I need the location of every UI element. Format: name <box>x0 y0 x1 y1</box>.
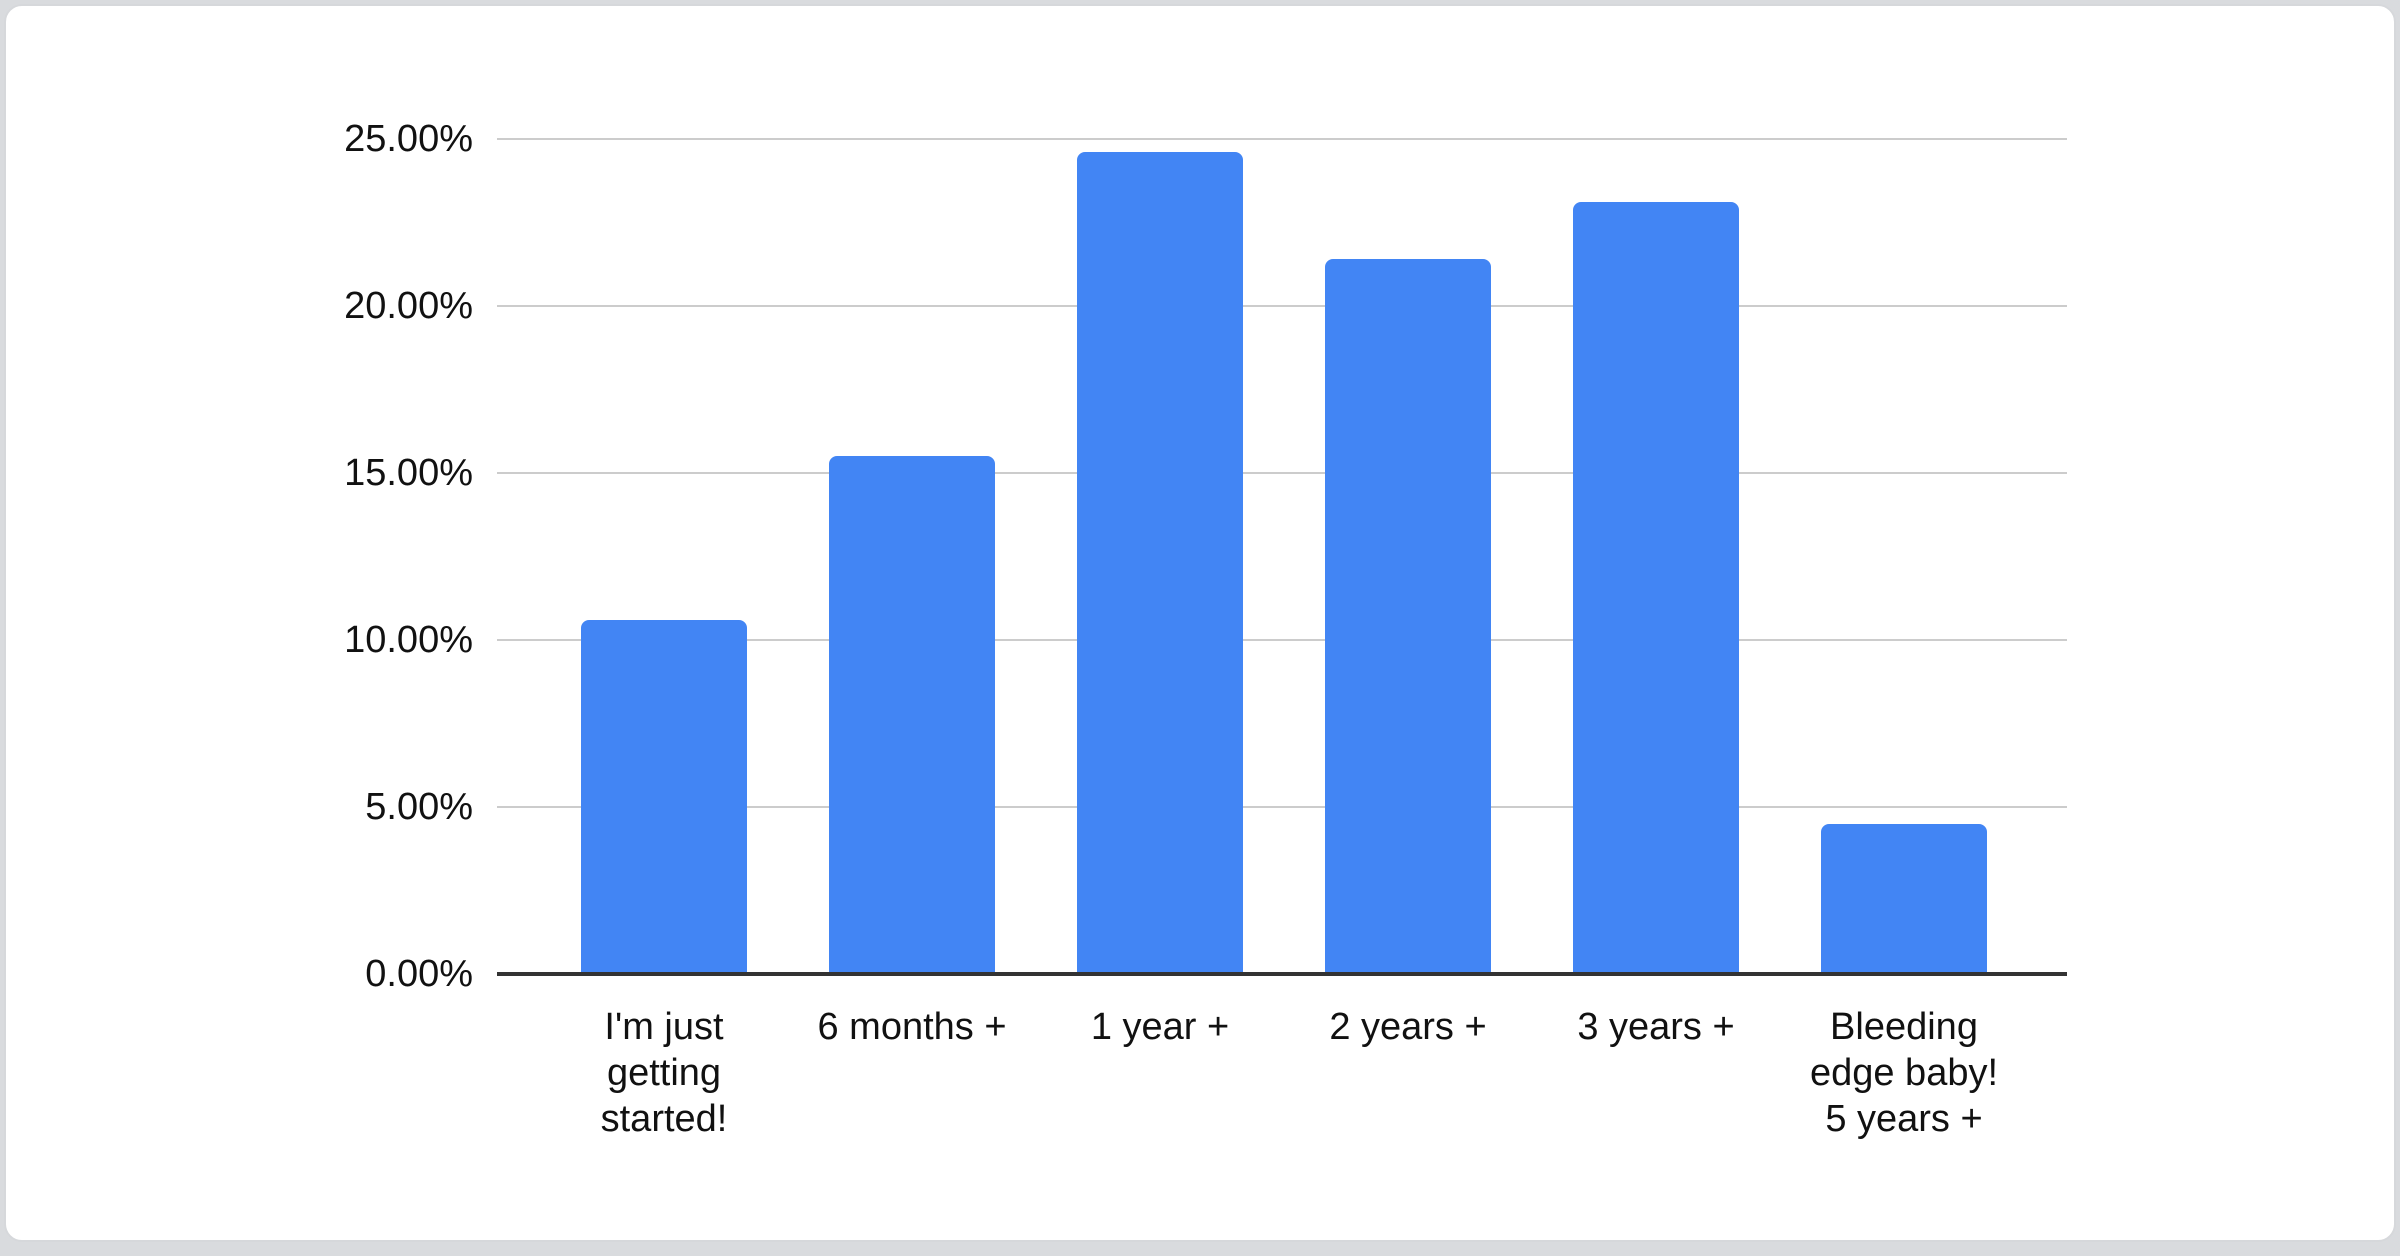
gridline-20pct <box>497 305 2067 307</box>
y-axis-tick-label: 0.00% <box>365 953 473 995</box>
bar-6[interactable] <box>1821 823 1987 974</box>
gridline-25pct <box>497 138 2067 140</box>
x-axis-category-label: 2 years + <box>1329 1006 1487 1048</box>
x-axis-category-label: Bleeding edge baby! 5 years + <box>1809 1006 1999 1140</box>
bar-3[interactable] <box>1077 152 1243 974</box>
y-axis-tick-label: 15.00% <box>344 452 473 494</box>
y-axis-tick-label: 20.00% <box>344 285 473 327</box>
x-axis-category-label: 1 year + <box>1090 1006 1230 1048</box>
gridline-10pct <box>497 639 2067 641</box>
x-axis-category-label: 3 years + <box>1577 1006 1735 1048</box>
y-axis-tick-label: 25.00% <box>344 118 473 160</box>
y-axis-tick-label: 5.00% <box>365 786 473 828</box>
x-axis-line <box>497 972 2067 976</box>
bar-1[interactable] <box>581 619 747 974</box>
gridline-5pct <box>497 806 2067 808</box>
bar-4[interactable] <box>1325 259 1491 974</box>
x-axis-category-label: I'm just getting started! <box>600 1006 728 1140</box>
bar-5[interactable] <box>1573 202 1739 974</box>
x-axis-category-label: 6 months + <box>817 1006 1007 1048</box>
y-axis-tick-label: 10.00% <box>344 619 473 661</box>
gridline-15pct <box>497 472 2067 474</box>
bar-2[interactable] <box>829 456 995 974</box>
plot-area <box>497 138 2067 974</box>
